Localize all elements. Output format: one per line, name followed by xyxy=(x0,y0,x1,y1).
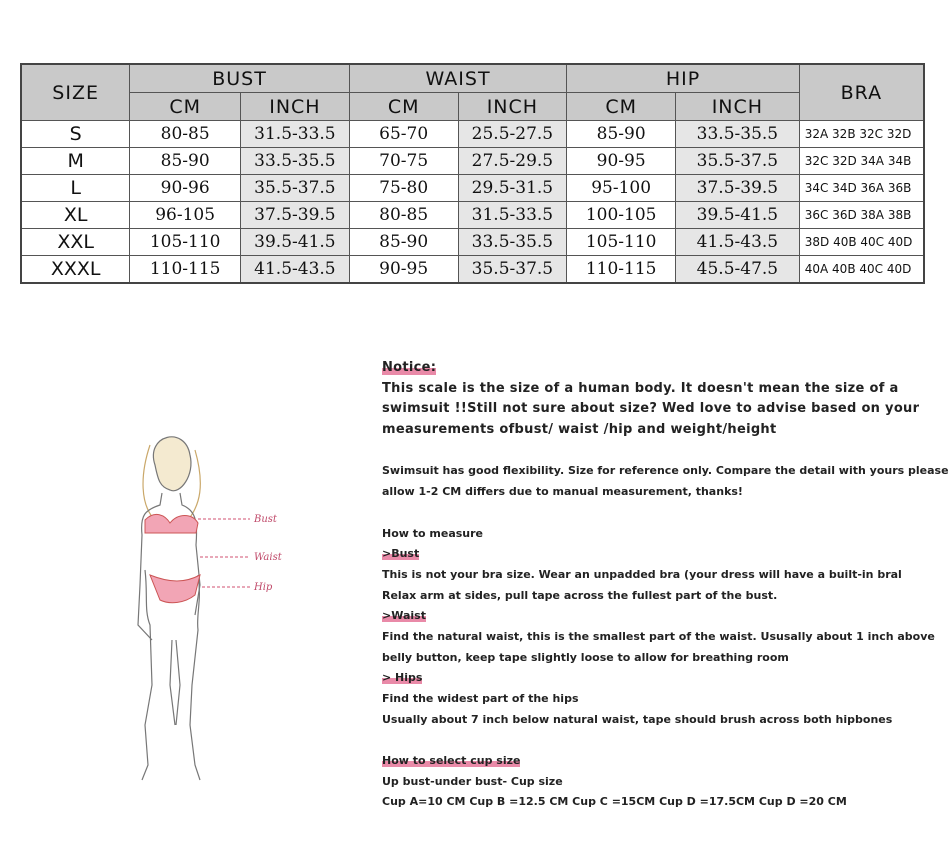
cell-hip-inch: 39.5-41.5 xyxy=(675,201,800,229)
cell-hip-inch: 35.5-37.5 xyxy=(675,147,800,175)
header-bust: BUST xyxy=(129,63,350,93)
cell-hip-cm: 85-90 xyxy=(566,120,677,148)
header-size: SIZE xyxy=(20,63,131,121)
hips-line-text: Find the widest part of the hips xyxy=(382,692,579,705)
cell-hip-inch: 45.5-47.5 xyxy=(675,255,800,284)
cell-waist-cm: 90-95 xyxy=(348,255,459,284)
header-waist: WAIST xyxy=(348,63,568,93)
hips-line-text: Usually about 7 inch below natural waist… xyxy=(382,712,893,726)
cell-waist-inch: 29.5-31.5 xyxy=(457,174,568,202)
cell-bra: 36C 36D 38A 38B xyxy=(798,201,925,229)
cell-hip-inch: 33.5-35.5 xyxy=(675,120,800,148)
cell-size: XL xyxy=(20,201,131,229)
header-bust-cm: CM xyxy=(129,92,242,121)
cell-waist-inch: 27.5-29.5 xyxy=(457,147,568,175)
cell-bra: 32A 32B 32C 32D xyxy=(798,120,925,148)
size-chart-table: SIZE BUST WAIST HIP BRA CM INCH CM INCH … xyxy=(20,63,925,284)
waist-label: Waist xyxy=(254,552,283,563)
notice-line: This scale is the size of a human body. … xyxy=(382,380,899,396)
cell-bust-inch: 31.5-33.5 xyxy=(240,120,350,148)
cup-line-text: Cup A=10 CM Cup B =12.5 CM Cup C =15CM C… xyxy=(382,795,847,809)
bust-label: Bust xyxy=(253,514,278,525)
table-row: XXXL 110-115 41.5-43.5 90-95 35.5-37.5 110-11… xyxy=(20,255,925,284)
notice-heading: Notice: xyxy=(382,360,437,375)
cell-bra: 34C 34D 36A 36B xyxy=(798,174,925,202)
cell-waist-inch: 25.5-27.5 xyxy=(457,120,568,148)
header-hip-cm: CM xyxy=(566,92,677,121)
notice-line: swimsuit !!Still not sure about size? We… xyxy=(382,401,920,417)
bust-heading: >Bust xyxy=(382,547,420,561)
waist-line-text: belly button, keep tape slightly loose t… xyxy=(382,650,789,664)
cell-waist-cm: 70-75 xyxy=(348,147,459,175)
notice-section: Notice: This scale is the size of a huma… xyxy=(382,358,949,813)
cell-bust-cm: 110-115 xyxy=(129,255,242,284)
header-waist-inch: INCH xyxy=(457,92,568,121)
cell-size: XXL xyxy=(20,228,131,256)
hip-label: Hip xyxy=(253,582,273,593)
how-to-measure-heading: How to measure xyxy=(382,526,484,540)
hips-heading: > Hips xyxy=(382,671,423,685)
waist-heading: >Waist xyxy=(382,609,426,623)
table-row: L 90-96 35.5-37.5 75-80 29.5-31.5 95-100 37.5-… xyxy=(20,174,925,202)
header-hip-inch: INCH xyxy=(675,92,800,121)
cell-hip-cm: 105-110 xyxy=(566,228,677,256)
cell-bust-cm: 96-105 xyxy=(129,201,242,229)
cell-bust-cm: 85-90 xyxy=(129,147,242,175)
cell-bust-inch: 35.5-37.5 xyxy=(240,174,350,202)
flex-line: Swimsuit has good flexibility. Size for … xyxy=(382,464,949,478)
table-row: XXL 105-110 39.5-41.5 85-90 33.5-35.5 105-110… xyxy=(20,228,925,256)
cell-waist-inch: 35.5-37.5 xyxy=(457,255,568,284)
cell-bust-cm: 90-96 xyxy=(129,174,242,202)
table-row: M 85-90 33.5-35.5 70-75 27.5-29.5 90-95 35.5-3… xyxy=(20,147,925,175)
flex-line: allow 1-2 CM differs due to manual measu… xyxy=(382,485,743,499)
cell-waist-cm: 75-80 xyxy=(348,174,459,202)
cell-bust-inch: 37.5-39.5 xyxy=(240,201,350,229)
cell-hip-inch: 41.5-43.5 xyxy=(675,228,800,256)
cell-bra: 38D 40B 40C 40D xyxy=(798,228,925,256)
body-measurement-figure: Bust Waist Hip xyxy=(100,425,300,799)
cell-bust-inch: 41.5-43.5 xyxy=(240,255,350,284)
notice-line: measurements ofbust/ waist /hip and weig… xyxy=(382,422,777,438)
cell-size: L xyxy=(20,174,131,202)
cell-bra: 32C 32D 34A 34B xyxy=(798,147,925,175)
cell-hip-cm: 110-115 xyxy=(566,255,677,284)
cell-waist-cm: 65-70 xyxy=(348,120,459,148)
cell-hip-cm: 90-95 xyxy=(566,147,677,175)
cell-waist-cm: 85-90 xyxy=(348,228,459,256)
cell-bust-inch: 33.5-35.5 xyxy=(240,147,350,175)
cell-waist-inch: 33.5-35.5 xyxy=(457,228,568,256)
cell-waist-inch: 31.5-33.5 xyxy=(457,201,568,229)
cell-waist-cm: 80-85 xyxy=(348,201,459,229)
cell-size: XXXL xyxy=(20,255,131,284)
cup-line-text: Up bust-under bust- Cup size xyxy=(382,774,563,788)
table-row: XL 96-105 37.5-39.5 80-85 31.5-33.5 100-105 39… xyxy=(20,201,925,229)
cell-size: M xyxy=(20,147,131,175)
header-hip: HIP xyxy=(566,63,800,93)
header-bra: BRA xyxy=(798,63,925,121)
waist-line-text: Find the natural waist, this is the smal… xyxy=(382,629,935,643)
bust-line-text: Relax arm at sides, pull tape across the… xyxy=(382,588,778,602)
cell-bust-inch: 39.5-41.5 xyxy=(240,228,350,256)
woman-figure-illustration: Bust Waist Hip xyxy=(137,436,283,781)
cell-size: S xyxy=(20,120,131,148)
header-waist-cm: CM xyxy=(348,92,459,121)
cell-bra: 40A 40B 40C 40D xyxy=(798,255,925,284)
bust-line-text: This is not your bra size. Wear an unpad… xyxy=(382,567,902,581)
cell-bust-cm: 80-85 xyxy=(129,120,242,148)
cell-bust-cm: 105-110 xyxy=(129,228,242,256)
header-bust-inch: INCH xyxy=(240,92,350,121)
cup-size-heading: How to select cup size xyxy=(382,754,521,768)
cell-hip-cm: 100-105 xyxy=(566,201,677,229)
cell-hip-cm: 95-100 xyxy=(566,174,677,202)
table-row: S 80-85 31.5-33.5 65-70 25.5-27.5 85-90 33.5-3… xyxy=(20,120,925,148)
cell-hip-inch: 37.5-39.5 xyxy=(675,174,800,202)
